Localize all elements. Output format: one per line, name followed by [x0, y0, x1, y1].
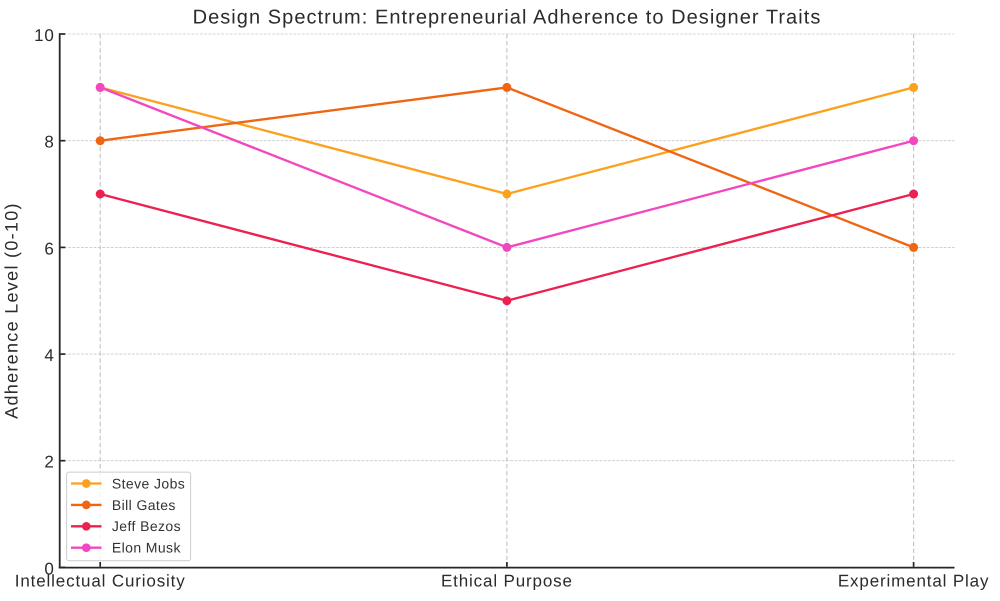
svg-text:Bill Gates: Bill Gates — [112, 497, 176, 513]
svg-text:10: 10 — [34, 26, 55, 45]
svg-text:Elon Musk: Elon Musk — [112, 540, 182, 556]
svg-text:Adherence Level (0-10): Adherence Level (0-10) — [2, 202, 22, 419]
svg-text:Intellectual Curiosity: Intellectual Curiosity — [15, 572, 186, 591]
svg-text:Experimental Play: Experimental Play — [838, 572, 989, 591]
svg-text:4: 4 — [44, 346, 54, 365]
svg-text:Ethical Purpose: Ethical Purpose — [441, 572, 573, 591]
svg-text:8: 8 — [44, 133, 54, 152]
svg-text:2: 2 — [44, 453, 54, 472]
svg-text:6: 6 — [44, 239, 54, 258]
svg-text:Jeff Bezos: Jeff Bezos — [112, 518, 181, 534]
svg-text:0: 0 — [44, 559, 54, 578]
svg-text:Steve Jobs: Steve Jobs — [112, 475, 185, 491]
svg-text:Design Spectrum: Entrepreneuri: Design Spectrum: Entrepreneurial Adheren… — [193, 7, 822, 29]
